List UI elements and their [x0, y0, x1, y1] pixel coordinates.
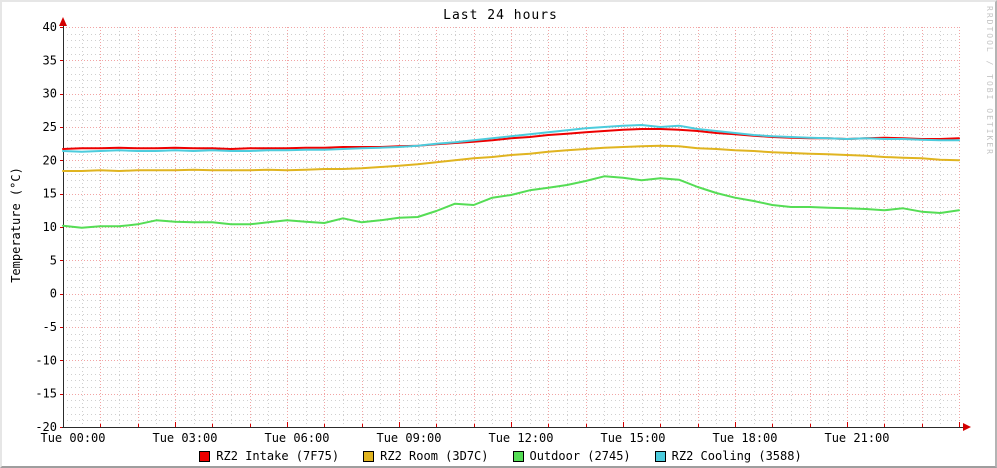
x-tick-label: Tue 00:00 [40, 431, 105, 445]
x-tick-label: Tue 06:00 [264, 431, 329, 445]
y-tick-label: -10 [35, 353, 57, 367]
y-tick-label: 10 [43, 220, 57, 234]
x-tick-label: Tue 15:00 [600, 431, 665, 445]
legend-label: RZ2 Room (3D7C) [380, 449, 489, 463]
legend-item-outdoor-2745: Outdoor (2745) [512, 449, 631, 463]
legend-swatch-icon [199, 450, 211, 462]
legend: RZ2 Intake (7F75) RZ2 Room (3D7C) Outdoor … [2, 449, 995, 463]
y-tick-label: -15 [35, 387, 57, 401]
legend-item-rz2-intake-7f75: RZ2 Intake (7F75) [199, 449, 339, 463]
legend-item-rz2-room-3d7c: RZ2 Room (3D7C) [363, 449, 489, 463]
legend-swatch-icon [512, 450, 524, 462]
y-tick-label: -20 [35, 420, 57, 434]
legend-label: RZ2 Cooling (3588) [671, 449, 802, 463]
y-tick-label: 30 [43, 87, 57, 101]
legend-swatch-icon [363, 450, 375, 462]
y-axis-arrow-icon [59, 17, 67, 26]
y-tick-label: 0 [50, 287, 57, 301]
y-tick-label: 20 [43, 153, 57, 167]
series-line-outdoor-2745 [62, 175, 960, 229]
y-tick-label: 35 [43, 53, 57, 67]
x-tick-label: Tue 18:00 [712, 431, 777, 445]
y-tick-label: 25 [43, 120, 57, 134]
x-tick-label: Tue 21:00 [824, 431, 889, 445]
x-tick-label: Tue 12:00 [488, 431, 553, 445]
x-axis-arrow-icon [963, 423, 971, 431]
series-line-rz2-cooling-3588 [62, 124, 960, 153]
legend-label: RZ2 Intake (7F75) [216, 449, 340, 463]
legend-swatch-icon [654, 450, 666, 462]
graph-title: Last 24 hours [443, 8, 558, 23]
legend-label: Outdoor (2745) [529, 449, 631, 463]
legend-item-rz2-cooling-3588: RZ2 Cooling (3588) [654, 449, 802, 463]
y-axis-title: Temperature (°C) [9, 167, 23, 283]
rrdtool-watermark: RRDTOOL / TOBI OETIKER [985, 6, 994, 156]
x-tick-label: Tue 03:00 [152, 431, 217, 445]
y-tick-label: 40 [43, 20, 57, 34]
x-tick-label: Tue 09:00 [376, 431, 441, 445]
y-tick-label: -5 [43, 320, 57, 334]
series-line-rz2-room-3d7c [62, 144, 960, 172]
y-tick-label: 15 [43, 187, 57, 201]
y-tick-label: 5 [50, 253, 57, 267]
